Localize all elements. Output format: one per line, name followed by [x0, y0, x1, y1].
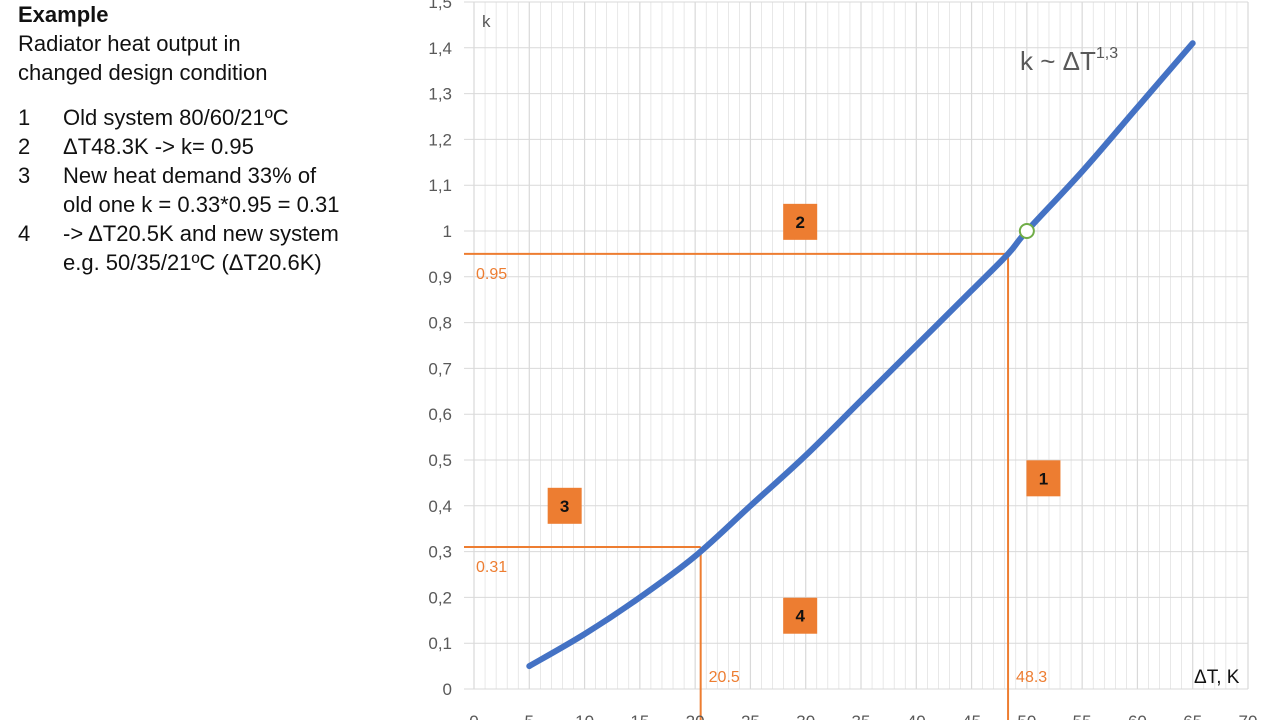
design-point-marker [1018, 223, 1035, 239]
step-marker-box [1026, 460, 1061, 497]
curve-formula-base: k ~ ΔT [1020, 46, 1096, 76]
y-tick-label: 1,4 [428, 39, 452, 58]
x-tick-label: 70 [1239, 712, 1258, 720]
step-number: 1 [18, 105, 31, 130]
step-number: 2 [18, 134, 31, 159]
y-tick-label: 0,6 [428, 405, 452, 424]
step-4: 4 -> ΔT20.5K and new system e.g. 50/35/2… [18, 219, 418, 277]
step-markers: 1 2 3 4 [547, 203, 1061, 634]
y-tick-label: 0,9 [428, 268, 452, 287]
step-text: Old system 80/60/21ºC [63, 105, 289, 130]
heat-output-curve [526, 40, 1196, 670]
step-text: old one k = 0.33*0.95 = 0.31 [63, 192, 340, 217]
x-tick-label: 60 [1128, 712, 1147, 720]
x-tick-label: 55 [1073, 712, 1092, 720]
step-3: 3 New heat demand 33% of old one k = 0.3… [18, 161, 418, 219]
step-number: 4 [18, 221, 31, 246]
x-tick-label: 40 [907, 712, 926, 720]
explanation-panel: Example Radiator heat output in changed … [18, 0, 418, 277]
x-tick-label: 25 [741, 712, 760, 720]
step-1: 1 Old system 80/60/21ºC [18, 103, 418, 132]
subtitle-line-2: changed design condition [18, 60, 268, 85]
subtitle-line-1: Radiator heat output in [18, 31, 241, 56]
y-tick-label: 1 [443, 222, 452, 241]
x-tick-label: 45 [962, 712, 981, 720]
step-text: ΔT48.3K -> k= 0.95 [63, 134, 254, 159]
y-axis-label: k [482, 12, 491, 31]
step-marker-label: 1 [1039, 469, 1048, 488]
reference-x-value-label: 20.5 [709, 669, 740, 686]
y-tick-label: 1,5 [428, 0, 452, 12]
curve-formula-exponent: 1,3 [1096, 45, 1118, 62]
y-tick-label: 1,2 [428, 130, 452, 149]
y-tick-label: 0,8 [428, 314, 452, 333]
step-text: -> ΔT20.5K and new system [63, 221, 339, 246]
x-axis-label: ΔT, K [1194, 667, 1240, 688]
x-tick-label: 20 [686, 712, 705, 720]
step-text: e.g. 50/35/21ºC (ΔT20.6K) [63, 250, 322, 275]
y-tick-label: 0,2 [428, 588, 452, 607]
y-tick-label: 0,3 [428, 543, 452, 562]
example-heading: Example [18, 2, 109, 27]
x-tick-label: 5 [525, 712, 534, 720]
reference-lines: 0.95 48.3 0.31 20.5 [464, 252, 1047, 720]
step-2: 2 ΔT48.3K -> k= 0.95 [18, 132, 418, 161]
y-tick-label: 0,1 [428, 634, 452, 653]
x-tick-label: 30 [796, 712, 815, 720]
x-tick-label: 0 [469, 712, 478, 720]
x-tick-label: 10 [575, 712, 594, 720]
reference-y-value-label: 0.31 [476, 559, 507, 576]
step-number: 3 [18, 163, 31, 188]
y-tick-label: 1,3 [428, 85, 452, 104]
y-tick-label: 0,4 [428, 497, 452, 516]
reference-y-value-label: 0.95 [476, 266, 507, 283]
x-tick-label: 15 [630, 712, 649, 720]
x-tick-label: 50 [1017, 712, 1036, 720]
y-tick-label: 0 [443, 680, 452, 699]
step-text: New heat demand 33% of [63, 163, 317, 188]
step-marker-box [783, 597, 818, 634]
step-marker-label: 4 [795, 607, 805, 626]
x-tick-label: 65 [1183, 712, 1202, 720]
y-tick-label: 0,7 [428, 359, 452, 378]
curve-formula-label: k ~ ΔT1,3 [1020, 45, 1118, 76]
steps-list: 1 Old system 80/60/21ºC 2 ΔT48.3K -> k= … [18, 103, 418, 277]
reference-x-value-label: 48.3 [1016, 669, 1047, 686]
tick-labels: 0 0,1 0,2 0,3 0,4 0,5 0,6 0,7 0,8 0,9 1 1,1 1,2 1,3 1,… [428, 0, 1257, 720]
y-tick-label: 0,5 [428, 451, 452, 470]
step-marker-label: 2 [795, 213, 804, 232]
step-marker-box [547, 487, 582, 524]
step-marker-box [783, 203, 818, 240]
step-marker-label: 3 [560, 497, 569, 516]
grid [464, 1, 1249, 690]
x-tick-label: 35 [852, 712, 871, 720]
y-tick-label: 1,1 [428, 176, 452, 195]
